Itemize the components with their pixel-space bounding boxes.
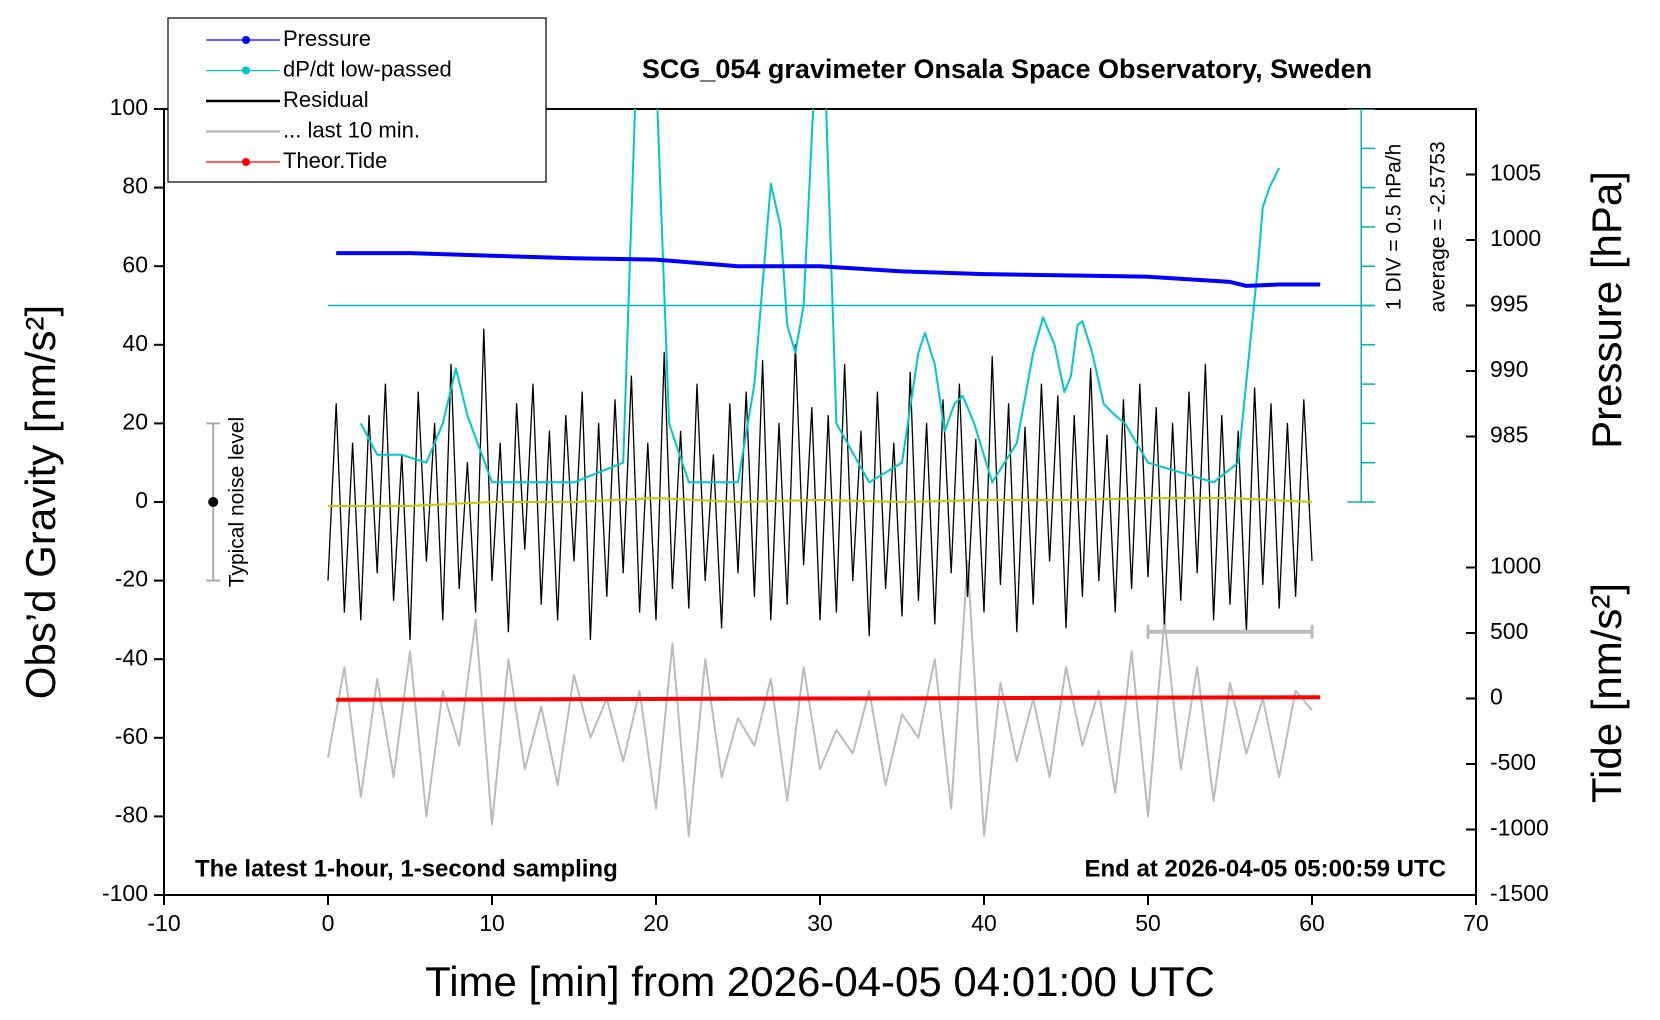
x-tick-label: 0 — [322, 910, 335, 936]
legend-label: Pressure — [283, 26, 371, 51]
y-tick-label: -40 — [115, 644, 148, 670]
series-line — [336, 695, 1321, 702]
x-tick-label: 40 — [971, 910, 997, 936]
y-axis-label: Obs’d Gravity [nm/s²] — [17, 305, 64, 699]
x-tick-label: 60 — [1299, 910, 1325, 936]
y3-tick-label: -1500 — [1490, 880, 1549, 906]
y3-tick-label: -500 — [1490, 749, 1536, 775]
legend-label: Residual — [283, 87, 369, 112]
y3-axis-label: Tide [nm/s²] — [1583, 583, 1630, 803]
y-tick-label: 80 — [122, 173, 148, 199]
y2-tick-label: 990 — [1490, 356, 1528, 382]
y-tick-label: 0 — [135, 487, 148, 513]
series-line — [359, 109, 1281, 484]
y2-tick-label: 1000 — [1490, 225, 1541, 251]
dpdt-scale-label: 1 DIV = 0.5 hPa/h — [1383, 144, 1406, 310]
x-tick-label: 50 — [1135, 910, 1161, 936]
plot-area — [327, 109, 1376, 837]
legend-marker — [242, 36, 250, 44]
legend-label: ... last 10 min. — [283, 117, 420, 142]
y2-axis-label: Pressure [hPa] — [1583, 171, 1630, 449]
y3-tick-label: 1000 — [1490, 553, 1541, 579]
y-tick-label: -100 — [102, 880, 148, 906]
y2-tick-label: 1005 — [1490, 160, 1541, 186]
series-line — [328, 497, 1313, 507]
y-tick-label: 40 — [122, 330, 148, 356]
x-tick-label: 10 — [479, 910, 505, 936]
x-tick-label: -10 — [147, 910, 180, 936]
y-tick-label: -80 — [115, 801, 148, 827]
y-tick-label: 20 — [122, 408, 148, 434]
legend-label: dP/dt low-passed — [283, 56, 452, 81]
y3-tick-label: -1000 — [1490, 815, 1549, 841]
y-tick-label: 60 — [122, 251, 148, 277]
legend-label: Theor.Tide — [283, 148, 387, 173]
x-tick-label: 70 — [1463, 910, 1489, 936]
noise-label: Typical noise level — [226, 417, 249, 587]
y3-tick-label: 500 — [1490, 618, 1528, 644]
x-tick-label: 20 — [643, 910, 669, 936]
y-tick-label: -60 — [115, 723, 148, 749]
y-tick-label: 100 — [110, 94, 148, 120]
note: End at 2026-04-05 05:00:59 UTC — [1085, 855, 1447, 882]
note: The latest 1-hour, 1-second sampling — [195, 855, 618, 882]
x-tick-label: 30 — [807, 910, 833, 936]
dpdt-average-label: average = -2.5753 — [1427, 141, 1450, 312]
y3-tick-label: 0 — [1490, 684, 1503, 710]
series-line — [327, 560, 1313, 837]
noise-point — [208, 497, 219, 507]
x-axis-label: Time [min] from 2026-04-05 04:01:00 UTC — [425, 958, 1215, 1005]
chart-title: SCG_054 gravimeter Onsala Space Observat… — [642, 54, 1372, 84]
legend-marker — [242, 66, 250, 75]
series-line — [336, 251, 1321, 288]
series-line — [327, 328, 1313, 641]
y-tick-label: -20 — [115, 566, 148, 592]
y2-tick-label: 985 — [1490, 422, 1528, 448]
y2-tick-label: 995 — [1490, 291, 1528, 317]
legend-marker — [242, 158, 250, 166]
